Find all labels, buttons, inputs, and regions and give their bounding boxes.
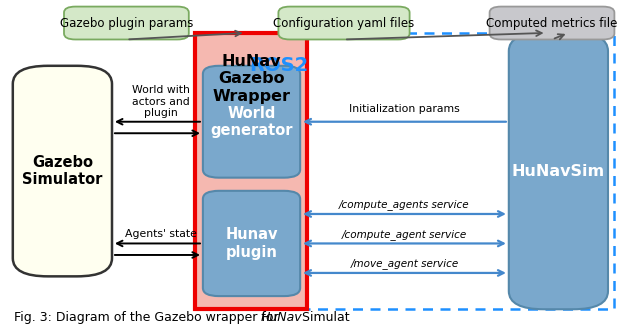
Text: Fig. 3: Diagram of the Gazebo wrapper for: Fig. 3: Diagram of the Gazebo wrapper fo… <box>14 311 283 324</box>
Text: Computed metrics file: Computed metrics file <box>486 16 618 30</box>
Text: Gazebo plugin params: Gazebo plugin params <box>60 16 193 30</box>
Bar <box>195 33 307 309</box>
Text: /move_agent service: /move_agent service <box>350 258 459 269</box>
Text: Configuration yaml files: Configuration yaml files <box>273 16 415 30</box>
Text: World with
actors and
plugin: World with actors and plugin <box>132 85 189 118</box>
Text: HuNavSim: HuNavSim <box>512 164 605 179</box>
Text: Hunav
plugin: Hunav plugin <box>225 227 278 260</box>
Text: /compute_agent service: /compute_agent service <box>342 229 467 240</box>
Text: Gazebo
Simulator: Gazebo Simulator <box>22 155 102 187</box>
FancyBboxPatch shape <box>203 66 300 178</box>
FancyBboxPatch shape <box>490 7 614 39</box>
Text: Initialization params: Initialization params <box>349 104 460 114</box>
Text: /compute_agents service: /compute_agents service <box>339 199 470 210</box>
FancyBboxPatch shape <box>278 7 410 39</box>
Text: Simulat: Simulat <box>298 311 349 324</box>
Text: Agents' state: Agents' state <box>125 229 196 239</box>
FancyBboxPatch shape <box>509 33 608 309</box>
Text: World
generator: World generator <box>211 106 292 138</box>
Text: ROS2: ROS2 <box>249 56 308 75</box>
Text: HuNav
Gazebo
Wrapper: HuNav Gazebo Wrapper <box>212 54 290 104</box>
FancyBboxPatch shape <box>64 7 189 39</box>
FancyBboxPatch shape <box>13 66 112 276</box>
FancyBboxPatch shape <box>203 191 300 296</box>
Bar <box>195 33 614 309</box>
Text: HuNav: HuNav <box>260 311 302 324</box>
